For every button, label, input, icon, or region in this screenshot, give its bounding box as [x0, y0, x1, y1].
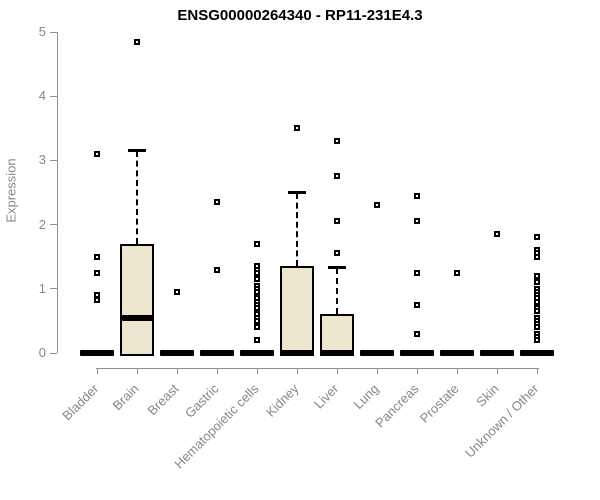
- outlier-point: [414, 192, 420, 199]
- outlier-point: [454, 269, 460, 276]
- zero-median-bar: [200, 350, 234, 356]
- outlier-point: [334, 218, 340, 225]
- zero-median-bar: [480, 350, 514, 356]
- outlier-point: [134, 38, 140, 45]
- outlier-point: [534, 324, 540, 331]
- outlier-point: [414, 301, 420, 308]
- median-line: [320, 350, 354, 356]
- outlier-point: [254, 240, 260, 247]
- outlier-point: [534, 279, 540, 286]
- outlier-point: [254, 289, 260, 295]
- outlier-point: [94, 253, 100, 260]
- x-tick-mark: [256, 368, 258, 374]
- upper-whisker: [336, 267, 338, 315]
- outlier-point: [254, 269, 260, 276]
- y-tick-label: 4: [38, 88, 46, 104]
- outlier-point: [214, 199, 220, 206]
- x-tick-mark: [296, 368, 298, 374]
- upper-whisker: [136, 150, 138, 244]
- x-tick-mark: [136, 368, 138, 374]
- outlier-point: [334, 138, 340, 145]
- x-tick-mark: [96, 368, 98, 374]
- y-tick-mark: [50, 288, 57, 290]
- median-line: [120, 314, 154, 321]
- y-tick-mark: [50, 159, 57, 161]
- y-tick-mark: [50, 224, 57, 226]
- outlier-point: [214, 266, 220, 273]
- outlier-point: [414, 330, 420, 337]
- x-tick-mark: [176, 368, 178, 374]
- y-tick-label: 3: [38, 152, 46, 168]
- outlier-point: [334, 250, 340, 257]
- y-tick-mark: [50, 352, 57, 354]
- zero-median-bar: [520, 350, 554, 356]
- x-tick-mark: [456, 368, 458, 374]
- outlier-point: [94, 150, 100, 157]
- x-tick-mark: [496, 368, 498, 374]
- outlier-point: [254, 317, 260, 324]
- box-iqr: [120, 243, 154, 356]
- y-tick-label: 0: [38, 345, 46, 360]
- upper-whisker-cap: [328, 266, 346, 270]
- outlier-point: [534, 298, 540, 305]
- outlier-point: [334, 173, 340, 180]
- x-tick-mark: [416, 368, 418, 374]
- y-tick-mark: [50, 95, 57, 97]
- outlier-point: [254, 305, 260, 312]
- y-axis-title: Expression: [3, 158, 19, 223]
- outlier-point: [254, 324, 260, 331]
- outlier-point: [534, 308, 540, 315]
- outlier-point: [414, 269, 420, 276]
- outlier-point: [94, 292, 100, 299]
- y-tick-label: 2: [38, 216, 46, 232]
- median-line: [280, 350, 314, 356]
- upper-whisker-cap: [288, 191, 306, 194]
- outlier-point: [294, 125, 300, 132]
- zero-median-bar: [160, 350, 194, 356]
- x-tick-mark: [536, 368, 538, 374]
- outlier-point: [534, 337, 540, 344]
- outlier-point: [254, 276, 260, 283]
- outlier-point: [494, 231, 500, 238]
- upper-whisker-cap: [128, 149, 146, 153]
- box-iqr: [320, 314, 354, 356]
- y-axis-line: [57, 32, 58, 353]
- outlier-point: [534, 234, 540, 241]
- x-tick-mark: [376, 368, 378, 374]
- outlier-point: [534, 272, 540, 279]
- outlier-point: [534, 253, 540, 260]
- x-tick-mark: [216, 368, 218, 374]
- outlier-point: [94, 297, 100, 304]
- outlier-point: [254, 337, 260, 344]
- upper-whisker: [296, 192, 298, 267]
- zero-median-bar: [80, 350, 114, 356]
- chart-title: ENSG00000264340 - RP11-231E4.3: [177, 7, 423, 24]
- zero-median-bar: [440, 350, 474, 356]
- outlier-point: [174, 289, 180, 295]
- outlier-point: [374, 202, 380, 209]
- y-tick-mark: [50, 31, 57, 33]
- outlier-point: [94, 269, 100, 276]
- zero-median-bar: [360, 350, 394, 356]
- y-tick-label: 5: [38, 24, 46, 39]
- outlier-point: [414, 218, 420, 225]
- x-axis-line: [96, 368, 539, 369]
- x-tick-mark: [336, 368, 338, 374]
- zero-median-bar: [400, 350, 434, 356]
- box-iqr: [280, 266, 314, 356]
- zero-median-bar: [240, 350, 274, 356]
- y-tick-label: 1: [38, 280, 46, 296]
